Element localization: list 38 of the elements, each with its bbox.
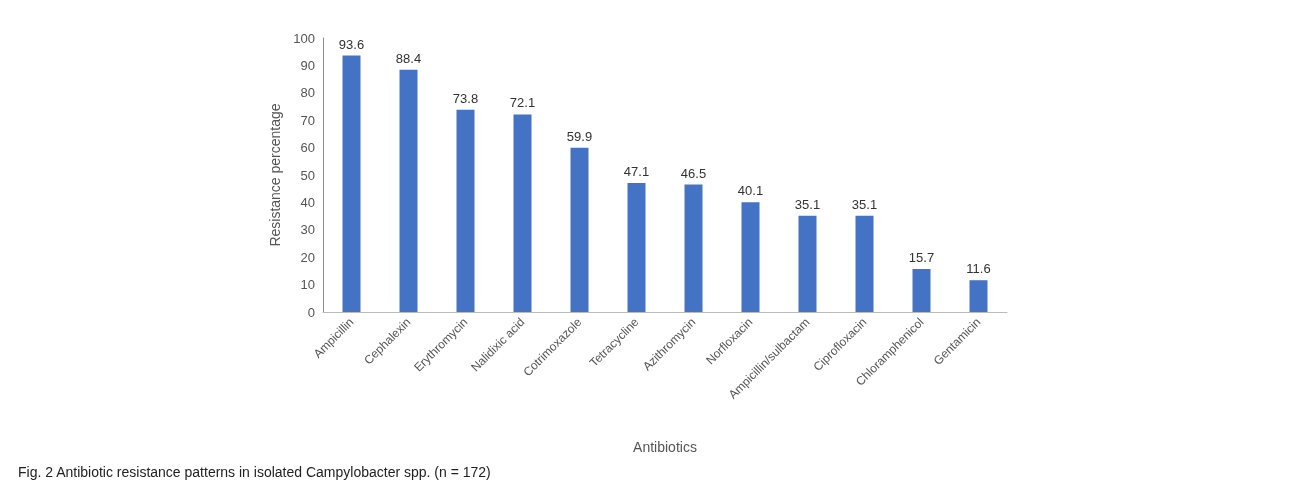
data-label: 11.6 bbox=[966, 261, 991, 277]
y-tick-label: 60 bbox=[300, 140, 315, 156]
bar bbox=[570, 147, 589, 312]
data-label: 59.9 bbox=[566, 128, 593, 144]
bar bbox=[855, 215, 874, 312]
y-tick-label: 80 bbox=[300, 85, 315, 101]
y-tick-label: 30 bbox=[300, 222, 315, 238]
caption: Fig. 2 Antibiotic resistance patterns in isolated Campylobacter spp. (n = 172) bbox=[18, 464, 491, 480]
data-label: 88.4 bbox=[395, 50, 422, 66]
data-label: 35.1 bbox=[794, 196, 821, 212]
data-label: 47.1 bbox=[623, 163, 650, 179]
data-label: 15.7 bbox=[908, 249, 935, 265]
x-axis-title: Antibiotics bbox=[633, 439, 697, 455]
bar bbox=[684, 184, 703, 312]
bar bbox=[456, 109, 475, 312]
data-label: 46.5 bbox=[680, 165, 707, 181]
data-label: 73.8 bbox=[452, 90, 479, 106]
y-tick-label: 40 bbox=[300, 194, 315, 210]
bar bbox=[912, 268, 931, 312]
y-tick-label: 0 bbox=[307, 304, 315, 320]
y-tick-label: 70 bbox=[300, 112, 315, 128]
y-axis-title: Resistance percentage bbox=[267, 103, 284, 247]
bar bbox=[741, 202, 760, 312]
y-tick-label: 50 bbox=[300, 167, 315, 183]
bar bbox=[342, 55, 361, 312]
bar bbox=[969, 280, 988, 312]
bar bbox=[627, 182, 646, 312]
bar bbox=[513, 114, 532, 312]
bar bbox=[798, 215, 817, 312]
data-label: 35.1 bbox=[851, 196, 878, 212]
y-tick-label: 90 bbox=[300, 57, 315, 73]
bar bbox=[399, 69, 418, 312]
y-tick-label: 20 bbox=[300, 249, 315, 265]
data-label: 40.1 bbox=[737, 183, 764, 199]
y-tick-label: 100 bbox=[293, 30, 315, 46]
data-label: 72.1 bbox=[509, 95, 536, 111]
data-label: 93.6 bbox=[338, 36, 365, 52]
y-tick-label: 10 bbox=[300, 277, 315, 293]
